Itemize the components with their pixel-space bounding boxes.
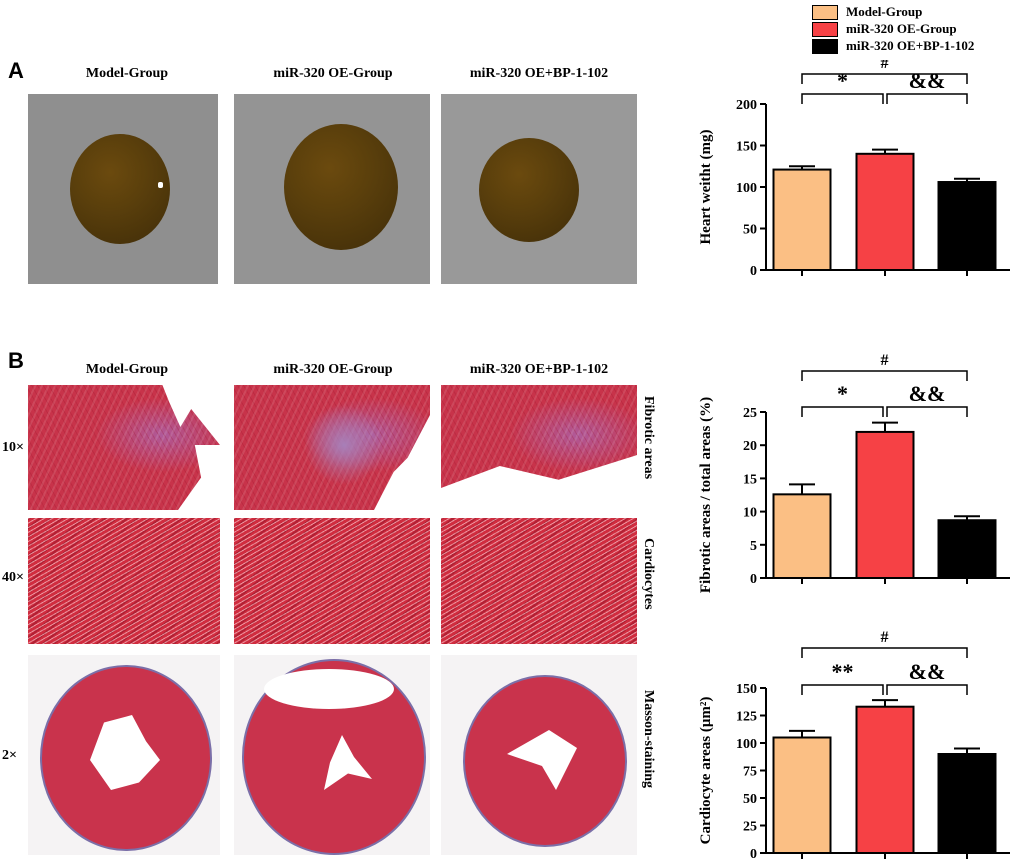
bar-2 (937, 181, 997, 271)
bar-1 (855, 430, 915, 579)
panel-b-col-title-oe: miR-320 OE-Group (273, 362, 393, 377)
y-tick-label: 50 (743, 223, 757, 238)
panel-b-col-title-model: Model-Group (85, 362, 169, 377)
heart-photo-model (28, 94, 218, 284)
y-tick-label: 0 (750, 264, 757, 279)
sig-oe-bp-bracket (886, 93, 968, 104)
fibrotic-image-oe (234, 385, 430, 510)
sig-model-oe-bracket (801, 93, 884, 104)
legend-label-model: Model-Group (846, 4, 923, 19)
legend-item-model: Model-Group (812, 4, 922, 20)
y-tick-label: 100 (736, 181, 757, 196)
sig-oe-bp-label: && (909, 68, 946, 93)
y-tick-label: 75 (743, 765, 757, 780)
panel-a-letter: A (8, 58, 24, 83)
sig-oe-bp-bracket (886, 684, 968, 695)
sig-model-oe-bracket (801, 684, 884, 695)
sig-oe-bp-label: && (909, 659, 946, 684)
y-tick-label: 20 (743, 439, 757, 454)
sig-model-oe-label: ** (832, 659, 854, 684)
y-tick-label: 5 (750, 539, 757, 554)
panel-a-col-title-model: Model-Group (85, 66, 169, 81)
row-label-40x: 40× (2, 570, 24, 585)
sig-model-bp-bracket (801, 370, 968, 381)
sig-model-bp-bracket (801, 647, 968, 658)
cardiocyte-image-model (28, 518, 220, 644)
row-label-10x: 10× (2, 440, 24, 455)
y-tick-label: 150 (736, 682, 757, 697)
heart-photo-bp (441, 94, 637, 284)
y-tick-label: 0 (750, 572, 757, 587)
panel-a-col-title-oe: miR-320 OE-Group (273, 66, 393, 81)
y-tick-label: 200 (736, 98, 757, 113)
y-axis-label: Cardiocyte areas (μm²) (698, 697, 714, 845)
masson-image-model (28, 655, 220, 855)
panel-a-col-title-bp: miR-320 OE+BP-1-102 (469, 66, 609, 81)
bar-1 (855, 152, 915, 271)
legend-swatch-oe (812, 21, 838, 37)
heart-weight-chart: 0 50 100 150 200 Heart weitht (mg) * && # (698, 60, 1010, 279)
row-label-2x: 2× (2, 748, 17, 763)
y-tick-label: 50 (743, 792, 757, 807)
bar-2 (937, 519, 997, 579)
y-tick-label: 125 (736, 710, 757, 725)
y-tick-label: 10 (743, 506, 757, 521)
cardiocyte-image-bp (441, 518, 637, 644)
masson-image-oe (234, 655, 430, 855)
cardiocyte-area-chart: 0 25 50 75 100 125 150 Cardiocyte areas (μm²) **… (698, 629, 1010, 862)
sig-model-oe-label: * (837, 381, 848, 406)
masson-image-bp (441, 655, 637, 855)
sig-model-oe-bracket (801, 406, 884, 417)
sig-model-oe-label: * (837, 68, 848, 93)
sig-oe-bp-bracket (886, 406, 968, 417)
legend-item-bp: miR-320 OE+BP-1-102 (812, 38, 974, 54)
y-tick-label: 25 (743, 820, 757, 835)
sig-model-bp-bracket (801, 73, 968, 84)
side-label-masson: Masson-staining (641, 690, 656, 789)
fibrotic-image-bp (441, 385, 637, 510)
legend-label-bp: miR-320 OE+BP-1-102 (846, 38, 975, 53)
side-label-cardiocytes: Cardiocytes (641, 538, 656, 610)
cardiocyte-image-oe (234, 518, 430, 644)
bar-1 (855, 705, 915, 854)
sig-oe-bp-label: && (909, 381, 946, 406)
sig-model-bp-label: # (881, 352, 889, 369)
fibrotic-image-model (28, 385, 220, 510)
sig-model-bp-label: # (881, 629, 889, 646)
y-axis-label: Heart weitht (mg) (698, 130, 714, 245)
y-tick-label: 150 (736, 140, 757, 155)
legend-swatch-model (812, 4, 838, 20)
y-axis-label: Fibrotic areas / total areas (%) (698, 397, 714, 593)
legend-label-oe: miR-320 OE-Group (846, 21, 957, 36)
y-tick-label: 25 (743, 406, 757, 421)
heart-photo-oe (234, 94, 430, 284)
sig-model-bp-label: # (881, 60, 889, 72)
fibrotic-area-chart: 0 5 10 15 20 25 Fibrotic areas / total areas (… (698, 352, 1010, 593)
y-tick-label: 100 (736, 737, 757, 752)
y-tick-label: 15 (743, 472, 757, 487)
bar-0 (772, 736, 832, 854)
legend-swatch-bp (812, 38, 838, 54)
bar-0 (772, 493, 832, 579)
panel-b-col-title-bp: miR-320 OE+BP-1-102 (469, 362, 609, 377)
bar-2 (937, 753, 997, 854)
panel-b-letter: B (8, 348, 24, 373)
side-label-fibrotic: Fibrotic areas (641, 396, 656, 480)
y-tick-label: 0 (750, 847, 757, 862)
bar-0 (772, 168, 832, 271)
legend-item-oe: miR-320 OE-Group (812, 21, 957, 37)
